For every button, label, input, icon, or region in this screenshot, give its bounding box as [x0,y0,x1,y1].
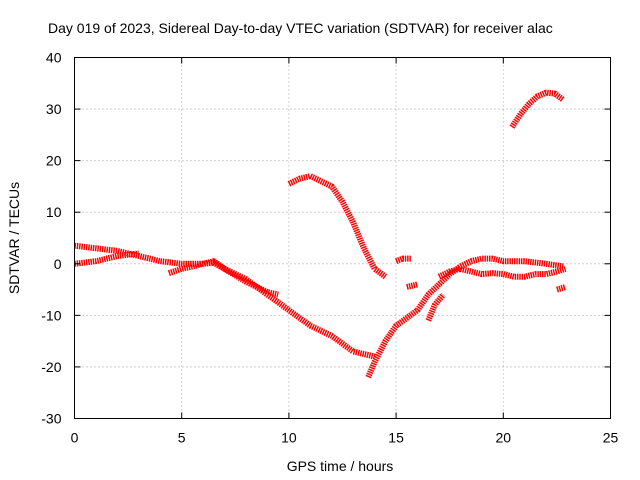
y-tick-label: 10 [46,204,62,220]
series-layer [74,89,567,379]
x-tick-label: 10 [281,430,297,446]
y-tick-label: -10 [41,307,61,323]
series-track-lower-0h [74,250,140,267]
plot-frame [74,57,611,419]
y-tick-label: 30 [46,101,62,117]
x-tick-label: 25 [603,430,619,446]
x-tick-label: 5 [178,430,186,446]
x-tick-label: 15 [388,430,404,446]
x-tick-label: 20 [496,430,512,446]
grid-layer [74,57,611,419]
y-tick-label: -20 [41,359,61,375]
y-tick-label: 0 [54,256,62,272]
x-tick-label: 0 [71,430,79,446]
series-track-10h-14h [287,173,388,280]
chart-title: Day 019 of 2023, Sidereal Day-to-day VTE… [48,20,553,36]
series-track-23h-short [556,284,567,293]
y-tick-label: -30 [41,411,61,427]
y-tick-label: 40 [46,50,62,66]
x-axis-label: GPS time / hours [287,458,394,474]
series-track-16h-steep [425,292,446,322]
series-track-rise-14h [365,255,564,379]
series-track-20h-23h [509,89,566,129]
tick-layer: 0 5 10 15 20 25 -30 -20 -10 0 10 20 30 40 [41,50,618,446]
series-track-15h-short [394,255,412,264]
series-track-3h-6h [167,259,279,298]
series-track-16h-short [406,281,419,290]
y-axis-label: SDTVAR / TECUs [6,182,22,294]
y-tick-label: 20 [46,153,62,169]
